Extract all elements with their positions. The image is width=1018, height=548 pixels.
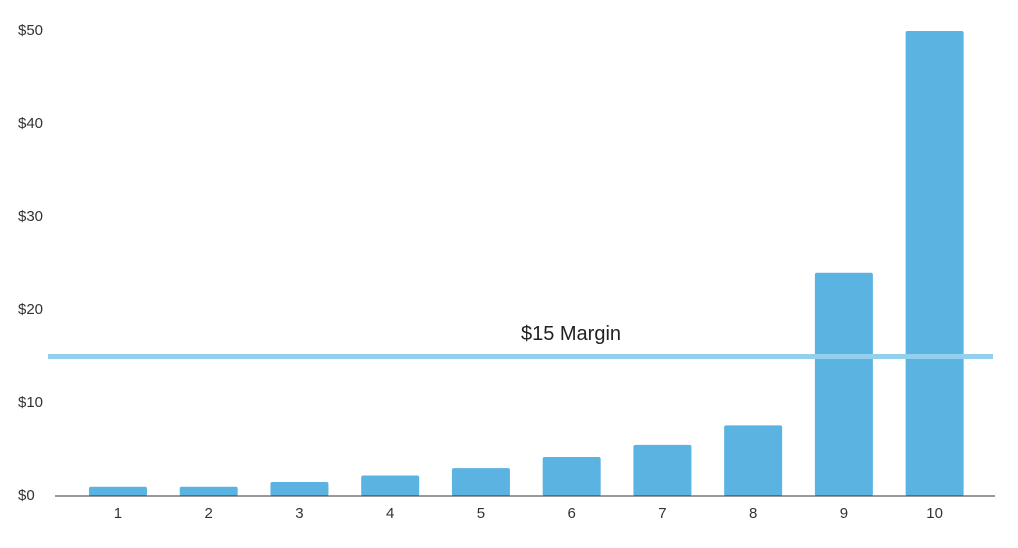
bar [814, 272, 873, 496]
y-tick-label: $0 [18, 487, 35, 504]
x-tick-label: 3 [295, 505, 303, 522]
x-tick-label: 10 [926, 505, 943, 522]
bar [451, 468, 510, 496]
y-tick-label: $50 [18, 22, 43, 39]
x-tick-label: 6 [567, 505, 575, 522]
x-tick-label: 8 [749, 505, 757, 522]
x-tick-label: 4 [386, 505, 394, 522]
y-tick-label: $30 [18, 208, 43, 225]
x-tick-label: 5 [477, 505, 485, 522]
bar [905, 31, 964, 496]
x-tick-label: 2 [205, 505, 213, 522]
x-tick-label: 7 [658, 505, 666, 522]
bar [724, 425, 783, 496]
bar [633, 444, 692, 496]
bar [542, 456, 601, 496]
x-tick-label: 1 [114, 505, 122, 522]
bar [270, 482, 329, 496]
bar [88, 486, 147, 496]
y-tick-label: $10 [18, 394, 43, 411]
bar [361, 475, 420, 496]
bar [179, 486, 238, 496]
x-tick-label: 9 [840, 505, 848, 522]
y-tick-label: $40 [18, 115, 43, 132]
y-tick-label: $20 [18, 301, 43, 318]
reference-label: $15 Margin [521, 323, 621, 345]
